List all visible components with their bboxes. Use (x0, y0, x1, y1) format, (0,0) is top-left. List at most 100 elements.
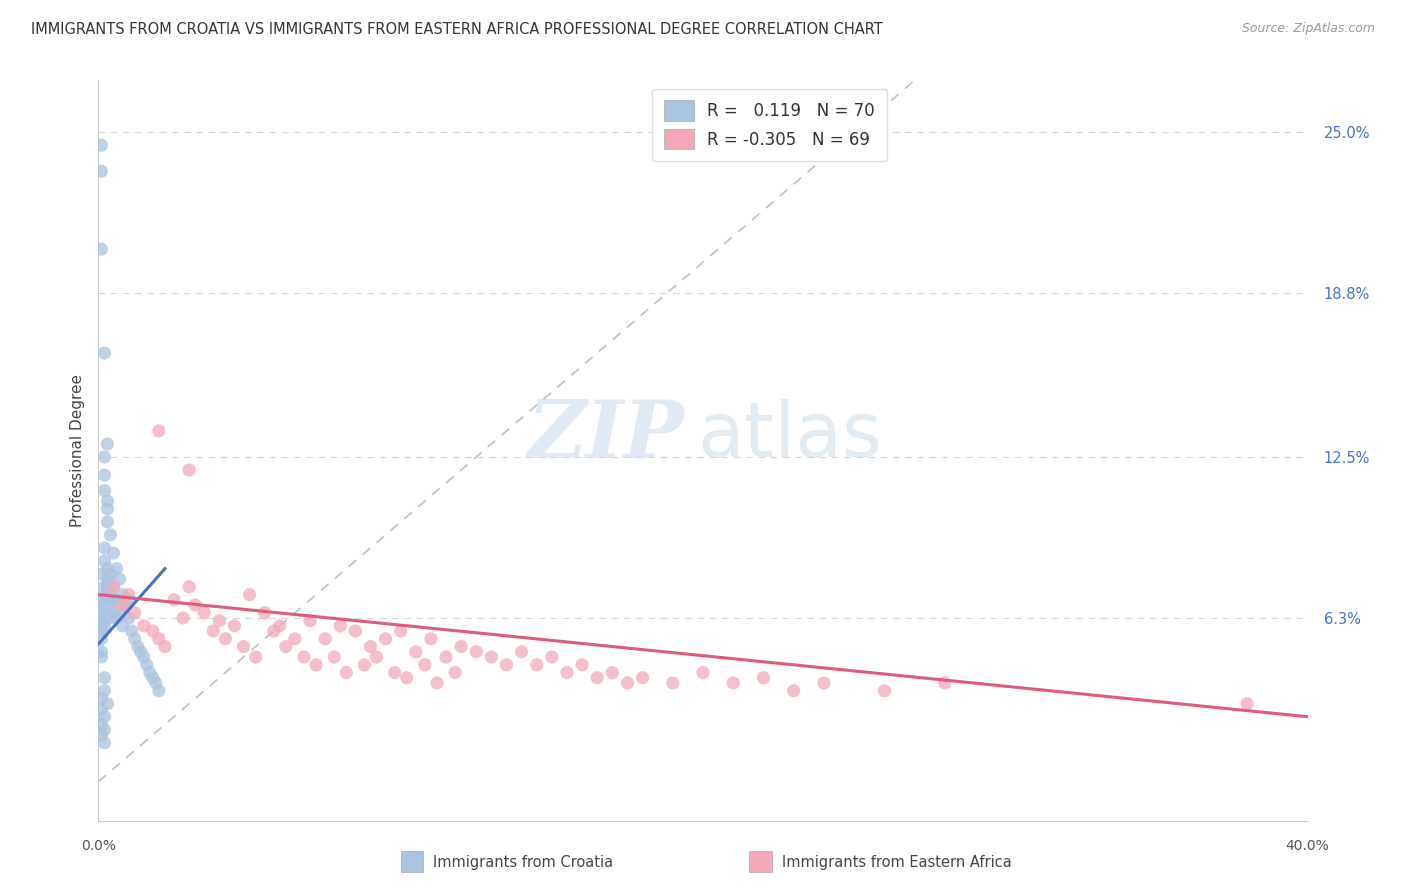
Point (100, 588, 122, 602)
Point (284, 632, 307, 646)
Point (344, 624, 367, 638)
Point (103, 546, 125, 560)
Point (214, 632, 236, 646)
Point (616, 676, 638, 690)
Point (444, 665, 467, 680)
Point (93, 483, 115, 498)
Point (148, 683, 170, 698)
Point (103, 580, 125, 594)
Point (108, 572, 131, 586)
Point (723, 676, 745, 690)
Point (752, 671, 775, 685)
Point (127, 640, 149, 654)
Point (100, 528, 122, 542)
Point (93, 671, 115, 685)
Point (108, 606, 131, 620)
Point (118, 592, 141, 607)
Legend: R =   0.119   N = 70, R = -0.305   N = 69: R = 0.119 N = 70, R = -0.305 N = 69 (652, 88, 887, 161)
Point (96, 437, 118, 451)
Point (135, 657, 157, 672)
Point (384, 665, 406, 680)
Point (389, 624, 412, 638)
Point (100, 611, 122, 625)
Point (245, 650, 267, 665)
Point (661, 676, 683, 690)
Point (90, 728, 112, 742)
Point (873, 683, 896, 698)
Point (103, 580, 125, 594)
Point (153, 640, 176, 654)
Point (93, 710, 115, 724)
Point (208, 614, 231, 628)
Point (103, 592, 125, 607)
Point (96, 515, 118, 529)
Text: Source: ZipAtlas.com: Source: ZipAtlas.com (1241, 22, 1375, 36)
Point (299, 614, 322, 628)
Point (934, 676, 956, 690)
Point (93, 619, 115, 633)
Point (96, 697, 118, 711)
Point (360, 640, 382, 654)
Point (692, 665, 714, 680)
Point (274, 640, 297, 654)
Point (90, 717, 112, 731)
Point (374, 632, 396, 646)
Point (193, 606, 215, 620)
Point (202, 624, 225, 638)
Point (105, 592, 128, 607)
Point (481, 650, 503, 665)
Point (90, 606, 112, 620)
Point (232, 640, 254, 654)
Point (253, 606, 276, 620)
Point (540, 650, 562, 665)
Point (103, 606, 125, 620)
Point (292, 650, 315, 665)
Point (602, 665, 624, 680)
Point (93, 683, 115, 698)
Point (93, 468, 115, 483)
Point (93, 614, 115, 628)
Point (426, 676, 449, 690)
Point (90, 138, 112, 153)
Point (90, 691, 112, 706)
Point (184, 598, 207, 612)
Point (96, 494, 118, 508)
Point (631, 671, 654, 685)
Point (118, 588, 141, 602)
Point (495, 657, 517, 672)
Point (111, 598, 134, 612)
Point (90, 619, 112, 633)
Point (111, 619, 134, 633)
Text: IMMIGRANTS FROM CROATIA VS IMMIGRANTS FROM EASTERN AFRICA PROFESSIONAL DEGREE CO: IMMIGRANTS FROM CROATIA VS IMMIGRANTS FR… (31, 22, 883, 37)
Point (93, 580, 115, 594)
Text: atlas: atlas (697, 399, 882, 473)
Point (96, 572, 118, 586)
Point (132, 619, 155, 633)
Point (148, 632, 170, 646)
Text: Immigrants from Eastern Africa: Immigrants from Eastern Africa (782, 855, 1011, 870)
Point (450, 640, 472, 654)
Point (465, 645, 488, 659)
Point (163, 592, 186, 607)
Point (269, 619, 291, 633)
Point (105, 562, 128, 576)
Text: ZIP: ZIP (529, 397, 685, 475)
Point (90, 702, 112, 716)
Point (314, 632, 336, 646)
Point (90, 592, 112, 607)
Point (111, 588, 134, 602)
Point (224, 619, 246, 633)
Point (145, 676, 167, 690)
Point (90, 632, 112, 646)
Point (555, 665, 578, 680)
Point (179, 580, 201, 594)
Point (93, 554, 115, 568)
Point (434, 650, 457, 665)
Point (172, 611, 194, 625)
Point (100, 566, 122, 581)
Point (510, 645, 533, 659)
Point (571, 657, 593, 672)
Point (118, 611, 141, 625)
Point (96, 577, 118, 591)
Text: 40.0%: 40.0% (1285, 838, 1330, 853)
